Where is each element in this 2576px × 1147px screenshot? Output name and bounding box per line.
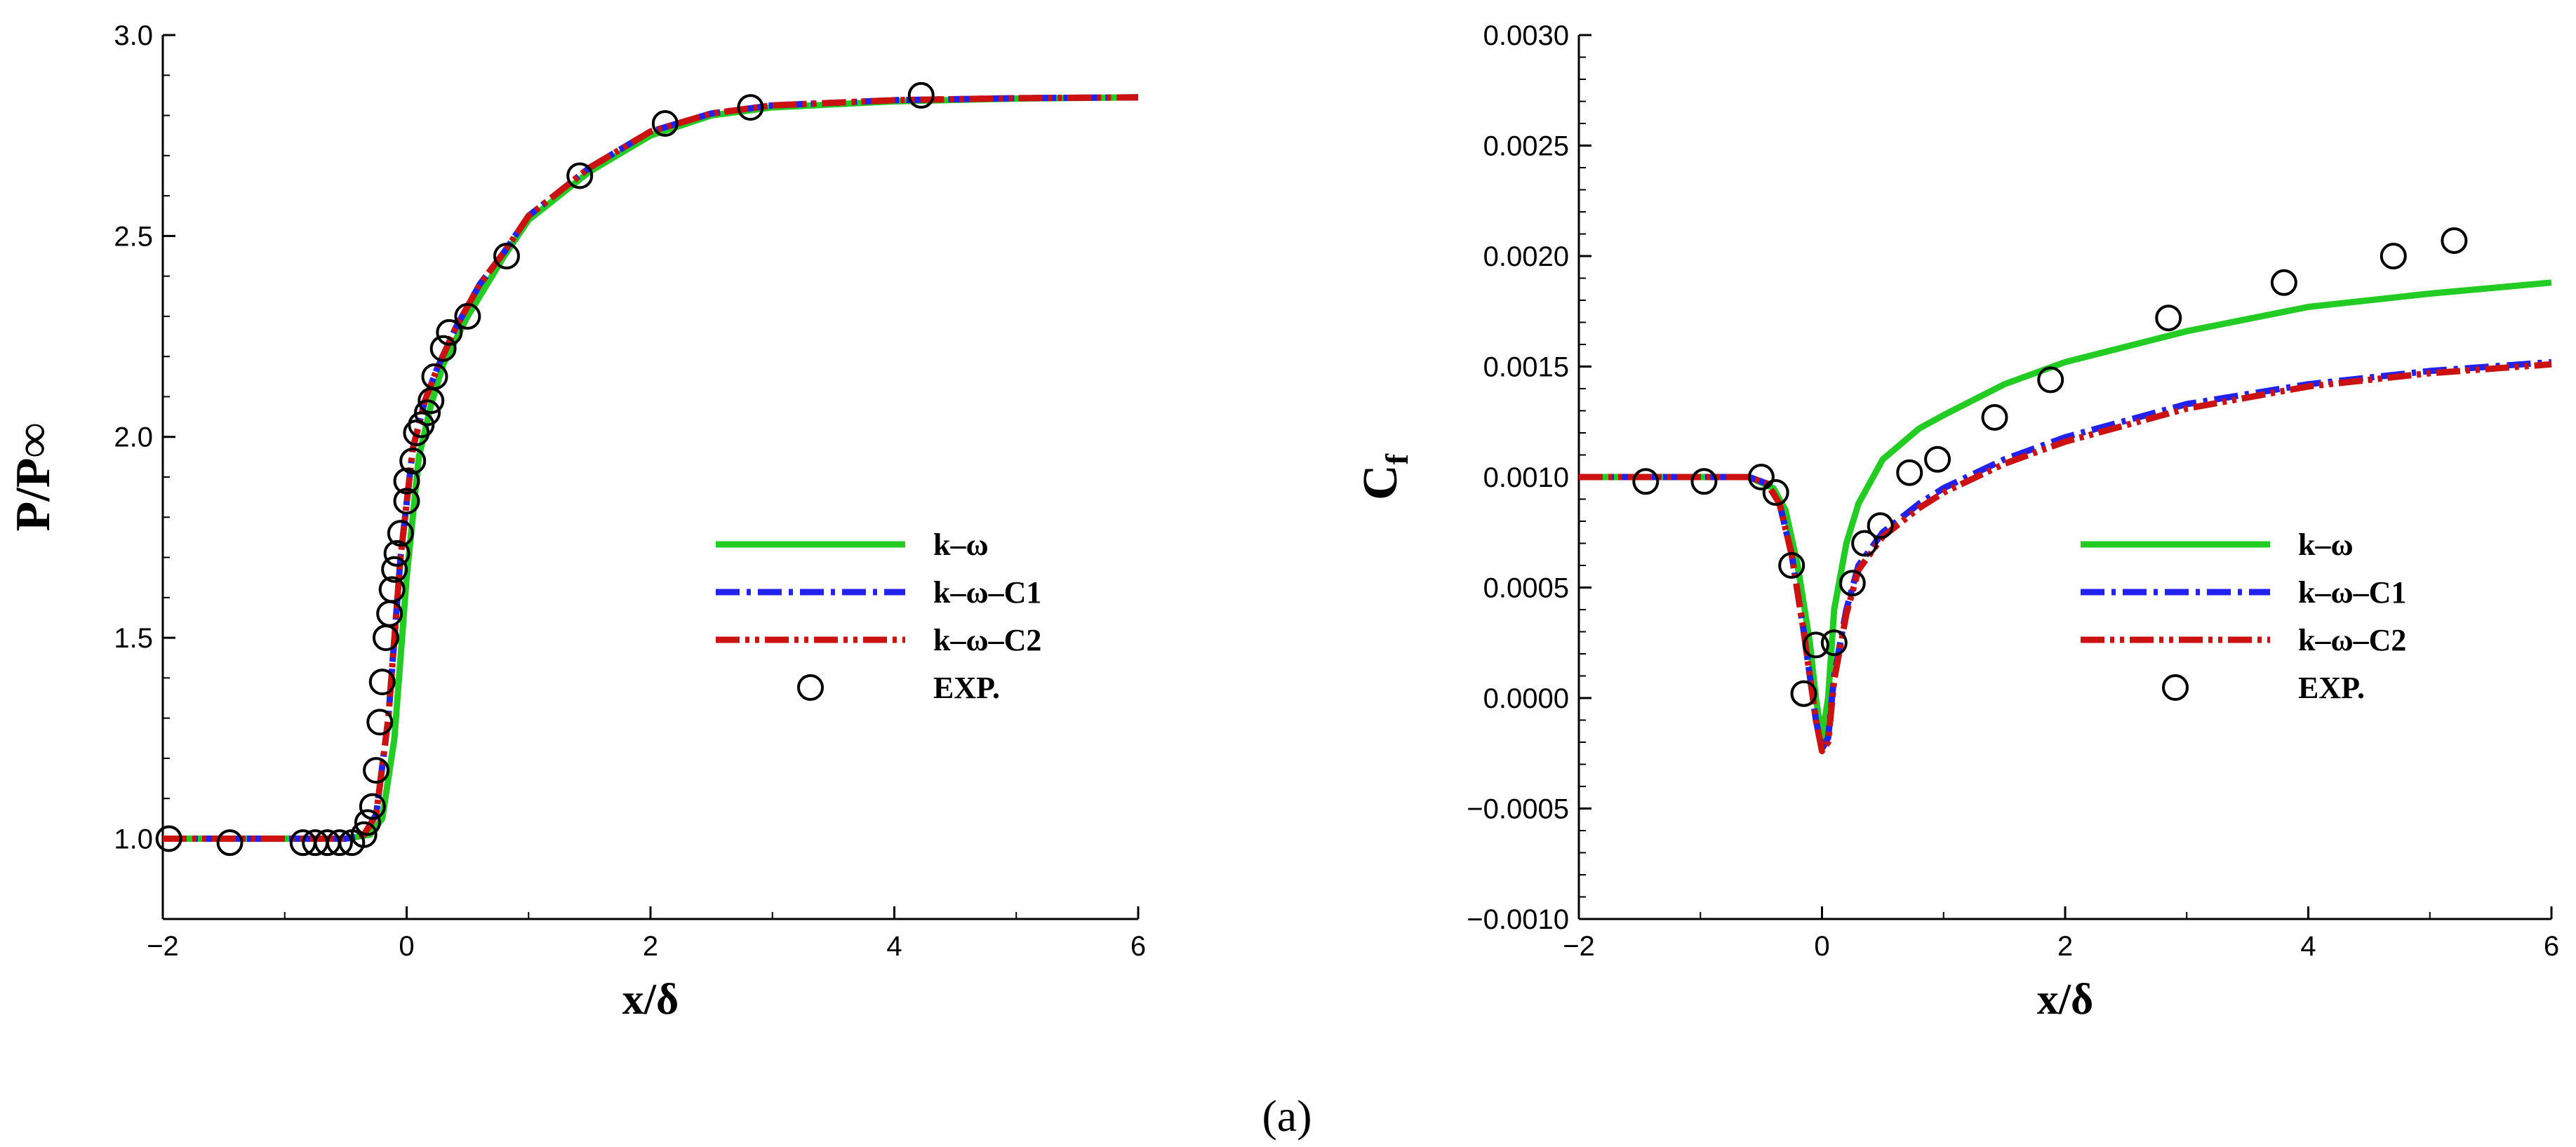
legend: k–ω k–ω–C1 k–ω–C2 EXP.: [2081, 528, 2406, 705]
skin-friction-chart: −2 0 2 4 6 −0.0010 −0.0005 0.0000 0.0005 0.0010 0.…: [1354, 20, 2559, 1024]
legend-label: EXP.: [2298, 671, 2365, 705]
x-axis-title: x/δ: [622, 976, 679, 1024]
exp-data-point: [378, 576, 406, 603]
exp-data-point: [1778, 552, 1806, 579]
exp-data-point: [381, 556, 408, 583]
exp-data-point: [1820, 629, 1848, 657]
legend-label: k–ω–C2: [933, 623, 1041, 657]
legend-label: EXP.: [933, 671, 1000, 705]
exp-data-point: [1867, 512, 1894, 539]
exp-data-point: [2380, 243, 2407, 269]
exp-data-point: [2155, 304, 2182, 332]
exp-data-point: [454, 302, 481, 330]
exp-data-point: [366, 709, 394, 736]
exp-data-point: [155, 825, 182, 852]
legend-label: k–ω–C1: [2298, 575, 2406, 610]
series-line-k-omega: [1579, 279, 2552, 742]
x-tick-label: −2: [147, 931, 179, 962]
exp-data-point: [326, 829, 353, 857]
exp-data-point: [907, 81, 935, 109]
y-tick-label: 0.0010: [1483, 462, 1569, 493]
exp-data-point: [1924, 445, 1951, 473]
exp-data-point: [1802, 631, 1829, 659]
exp-data-point: [436, 318, 463, 346]
legend-label: k–ω: [2298, 528, 2354, 562]
exp-data-point: [1896, 459, 1923, 486]
x-tick-label: 0: [399, 931, 414, 962]
y-tick-label: 2.0: [114, 422, 153, 453]
y-tick-label: 0.0020: [1483, 241, 1569, 272]
legend-marker-exp: [797, 674, 824, 701]
series-line-k-omega-c2: [163, 94, 1139, 842]
exp-data-point: [414, 399, 441, 427]
y-tick-label: 0.0025: [1483, 131, 1569, 162]
legend: k–ω k–ω–C1 k–ω–C2 EXP.: [716, 528, 1041, 705]
legend-label: k–ω–C1: [933, 575, 1041, 610]
x-tick-label: 2: [643, 931, 658, 962]
exp-data-point: [359, 793, 386, 820]
exp-data-point: [393, 467, 420, 495]
y-tick-label: 1.5: [114, 623, 153, 654]
exp-data-point: [387, 520, 414, 547]
exp-data-point: [1851, 530, 1878, 557]
x-tick-label: 2: [2057, 931, 2073, 962]
x-tick-label: 6: [2544, 931, 2559, 962]
exp-data-point: [2270, 269, 2297, 296]
y-tick-label: 0.0030: [1483, 20, 1569, 51]
exp-data-point: [399, 448, 427, 475]
exp-data-point: [368, 669, 396, 696]
exp-data-point: [408, 411, 435, 438]
exp-data-point: [737, 94, 764, 121]
exp-data-point: [1838, 570, 1866, 597]
panel-label: (a): [1262, 1091, 1312, 1141]
y-tick-label: 0.0005: [1483, 573, 1569, 604]
exp-data-point: [1762, 479, 1789, 507]
exp-data-point: [393, 488, 420, 515]
x-tick-label: 4: [886, 931, 902, 962]
x-axis-title: x/δ: [2037, 976, 2093, 1024]
pressure-chart: −2 0 2 4 61.01.52.02.53.0x/δP/P∞k–ωk–ω–C1k–ω…: [6, 20, 1146, 1024]
y-tick-label: 0.0015: [1483, 352, 1569, 383]
legend-label: k–ω: [933, 528, 989, 562]
y-axis-title: Cf: [1354, 453, 1415, 500]
y-tick-label: 0.0000: [1483, 683, 1569, 714]
exp-data-point: [363, 757, 390, 784]
exp-data-point: [1790, 680, 1817, 707]
x-tick-label: 4: [2300, 931, 2316, 962]
exp-data-point: [1981, 403, 2008, 431]
exp-data-point: [421, 363, 448, 390]
y-tick-label: −0.0005: [1467, 794, 1569, 825]
exp-data-point: [2037, 366, 2064, 394]
exp-data-point: [354, 809, 381, 836]
exp-data-point: [2441, 227, 2468, 254]
y-tick-label: 1.0: [114, 824, 153, 854]
y-tick-label: 3.0: [114, 20, 153, 51]
legend-marker-exp: [2162, 674, 2189, 701]
exp-data-point: [1690, 468, 1718, 495]
exp-data-point: [216, 829, 243, 857]
exp-data-point: [566, 162, 594, 189]
y-axis-title: P/P∞: [6, 423, 60, 532]
x-tick-label: −2: [1563, 931, 1595, 962]
exp-data-point: [350, 821, 378, 848]
x-tick-label: 6: [1130, 931, 1146, 962]
legend-label: k–ω–C2: [2298, 623, 2406, 657]
y-tick-label: −0.0010: [1467, 904, 1569, 935]
exp-data-point: [493, 243, 520, 269]
y-tick-label: 2.5: [114, 221, 153, 252]
exp-data-point: [1747, 464, 1775, 490]
exp-data-point: [651, 110, 679, 137]
series-line-k-omega-c2: [1579, 361, 2552, 755]
exp-data-point: [1632, 468, 1660, 495]
exp-data-point: [383, 539, 411, 567]
exp-data-point: [429, 335, 457, 362]
x-tick-label: 0: [1814, 931, 1829, 962]
